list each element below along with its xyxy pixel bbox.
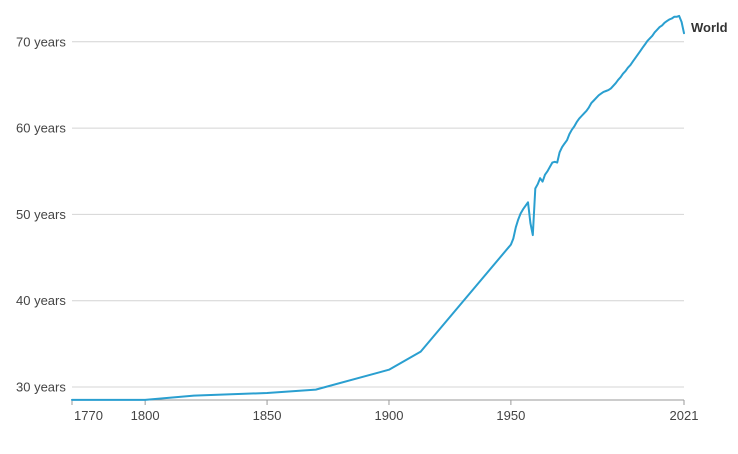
- data-point: [420, 351, 422, 353]
- data-point: [654, 31, 656, 33]
- series-line-world: [71, 14, 685, 401]
- y-tick-label: 50 years: [16, 207, 66, 222]
- data-point: [627, 67, 629, 69]
- data-point: [566, 139, 568, 141]
- data-point: [388, 369, 390, 371]
- data-point: [637, 54, 639, 56]
- data-point: [641, 47, 644, 49]
- data-point: [573, 125, 575, 127]
- data-point: [598, 94, 600, 96]
- data-point: [632, 61, 634, 63]
- data-point: [266, 392, 268, 394]
- data-point: [673, 16, 675, 18]
- x-tick-label: 1770: [74, 408, 103, 423]
- label-layer: 30 years 40 years 50 years 60 years 70 years…: [16, 20, 728, 423]
- x-tick-label: 2021: [670, 408, 699, 423]
- data-point: [529, 222, 532, 224]
- data-point: [666, 20, 668, 22]
- data-point: [681, 21, 683, 23]
- data-point: [644, 43, 646, 46]
- axis-layer: [71, 399, 685, 405]
- data-point: [510, 244, 512, 246]
- data-point: [593, 99, 595, 102]
- data-point: [629, 64, 632, 66]
- data-point: [639, 50, 641, 52]
- data-point: [583, 112, 585, 114]
- data-point: [578, 118, 580, 120]
- grid-layer: [72, 41, 684, 388]
- data-point: [663, 22, 666, 24]
- data-point: [671, 17, 673, 20]
- data-point: [554, 161, 556, 163]
- data-point: [600, 93, 602, 95]
- data-point: [556, 162, 558, 164]
- series-label: World: [691, 20, 728, 35]
- data-point: [617, 79, 619, 81]
- data-point: [676, 16, 678, 18]
- data-point: [595, 97, 597, 99]
- data-point: [542, 181, 544, 183]
- data-point: [612, 85, 614, 87]
- data-point: [527, 201, 529, 203]
- data-point: [651, 35, 653, 37]
- y-tick-label: 30 years: [16, 380, 66, 395]
- y-tick-label: 40 years: [16, 293, 66, 308]
- data-point: [517, 219, 519, 221]
- data-point: [522, 208, 524, 210]
- data-point: [551, 162, 553, 164]
- data-point: [561, 146, 563, 148]
- data-point: [568, 133, 571, 135]
- data-point: [646, 40, 649, 42]
- data-point: [656, 29, 658, 31]
- data-point: [678, 15, 680, 17]
- data-point: [524, 205, 527, 207]
- x-tick-label: 1900: [375, 408, 404, 423]
- data-point: [534, 187, 536, 190]
- data-point: [515, 226, 517, 228]
- data-point: [622, 73, 624, 75]
- data-point: [512, 238, 514, 240]
- x-tick-label: 1850: [253, 408, 282, 423]
- data-point: [532, 234, 534, 236]
- series-layer: [71, 14, 685, 401]
- data-point: [634, 57, 636, 59]
- data-point: [537, 183, 539, 185]
- data-point: [607, 89, 610, 91]
- data-point: [549, 166, 551, 168]
- x-tick-label: 1800: [131, 408, 160, 423]
- data-point: [615, 82, 617, 84]
- data-point: [683, 32, 685, 34]
- y-tick-label: 60 years: [16, 121, 66, 136]
- data-point: [563, 143, 566, 145]
- data-point: [144, 399, 146, 401]
- data-point: [571, 129, 573, 131]
- data-point: [668, 18, 671, 20]
- data-point: [649, 37, 651, 39]
- data-point: [620, 76, 622, 78]
- data-point: [581, 115, 583, 117]
- data-point: [624, 70, 627, 72]
- data-point: [585, 110, 588, 112]
- data-point: [559, 151, 561, 153]
- y-tick-label: 70 years: [16, 34, 66, 49]
- data-point: [315, 389, 317, 391]
- data-point: [590, 102, 592, 104]
- data-point: [539, 177, 541, 179]
- data-point: [544, 174, 546, 176]
- data-point: [602, 91, 605, 93]
- data-point: [193, 395, 195, 397]
- data-point: [605, 90, 607, 92]
- data-point: [576, 121, 578, 123]
- data-point: [71, 399, 73, 401]
- x-tick-label: 1950: [496, 408, 525, 423]
- data-point: [610, 87, 612, 89]
- data-point: [520, 212, 522, 215]
- data-point: [588, 106, 590, 108]
- data-point: [659, 26, 661, 28]
- data-point: [661, 24, 663, 26]
- data-point: [546, 170, 549, 172]
